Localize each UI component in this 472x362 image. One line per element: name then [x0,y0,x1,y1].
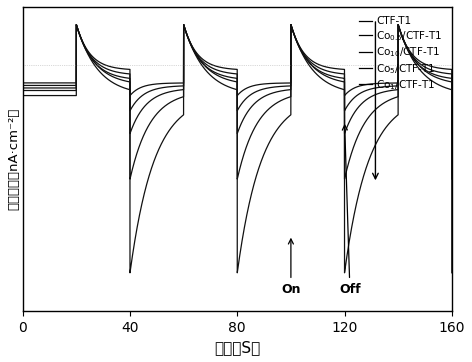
X-axis label: 时间（S）: 时间（S） [214,340,261,355]
Y-axis label: 电流强度（nA·cm⁻²）: 电流强度（nA·cm⁻²） [7,108,20,210]
Legend: CTF-T1, Co$_{0.5}$/CTF-T1, Co$_{10}$/CTF-T1, Co$_{5}$/CTF-T1, Co$_{1}$/CTF-T1: CTF-T1, Co$_{0.5}$/CTF-T1, Co$_{10}$/CTF… [355,12,447,96]
Text: On: On [281,239,301,296]
Text: Off: Off [339,125,361,296]
